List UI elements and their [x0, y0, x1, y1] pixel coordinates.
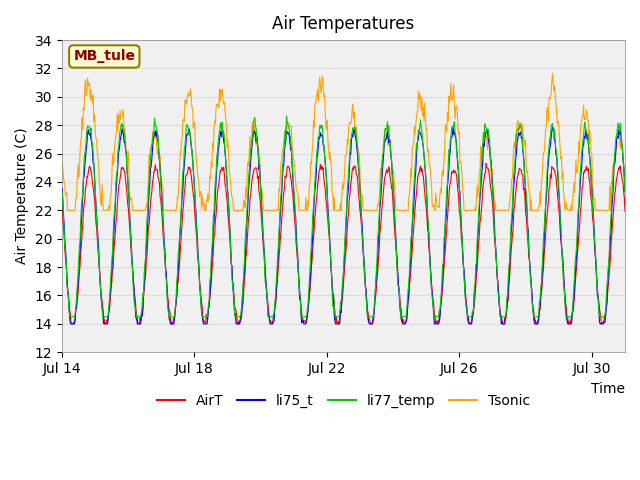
X-axis label: Time: Time	[591, 382, 625, 396]
Title: Air Temperatures: Air Temperatures	[273, 15, 415, 33]
Text: MB_tule: MB_tule	[74, 49, 135, 63]
Y-axis label: Air Temperature (C): Air Temperature (C)	[15, 128, 29, 264]
Legend: AirT, li75_t, li77_temp, Tsonic: AirT, li75_t, li77_temp, Tsonic	[151, 389, 536, 414]
